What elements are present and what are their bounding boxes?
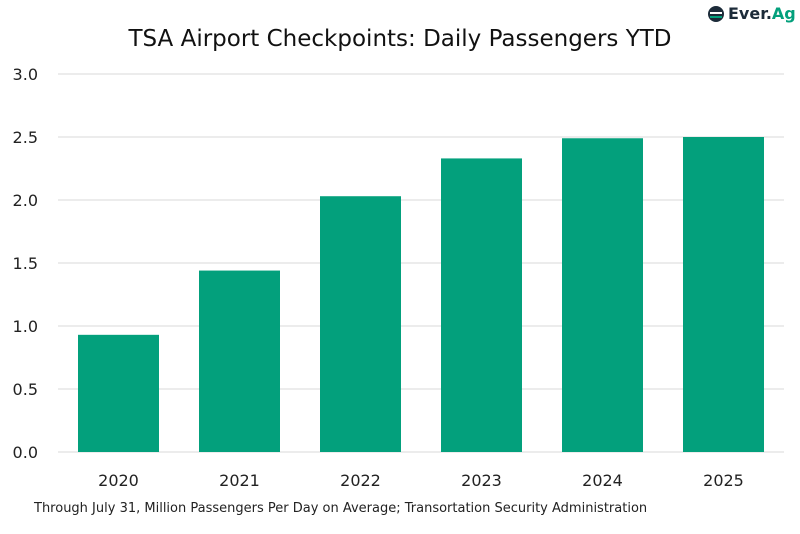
chart-footnote: Through July 31, Million Passengers Per … [34, 501, 648, 516]
x-tick-label: 2020 [98, 471, 139, 490]
logo-text-ever: Ever. [728, 4, 772, 23]
bar-2023 [441, 158, 522, 453]
y-tick-label: 3.0 [13, 65, 38, 84]
bar-2020 [78, 334, 159, 452]
y-tick-label: 0.5 [13, 380, 38, 399]
x-tick-label: 2021 [219, 471, 260, 490]
bar-2025 [683, 137, 764, 452]
x-tick-label: 2024 [582, 471, 623, 490]
chart-title: TSA Airport Checkpoints: Daily Passenger… [128, 26, 672, 52]
x-tick-label: 2025 [703, 471, 744, 490]
x-tick-label: 2023 [461, 471, 502, 490]
bar-2022 [320, 196, 401, 452]
bar-2024 [562, 138, 643, 452]
x-tick-label: 2022 [340, 471, 381, 490]
logo-icon [708, 5, 724, 22]
y-tick-label: 1.5 [13, 254, 38, 273]
ever-ag-logo: Ever. Ag [707, 4, 796, 23]
y-tick-label: 2.5 [13, 128, 38, 147]
bar-2021 [199, 270, 280, 452]
y-tick-label: 1.0 [13, 317, 38, 336]
logo-text-ag: Ag [771, 4, 796, 23]
y-tick-label: 2.0 [13, 191, 38, 210]
y-tick-label: 0.0 [13, 443, 38, 462]
